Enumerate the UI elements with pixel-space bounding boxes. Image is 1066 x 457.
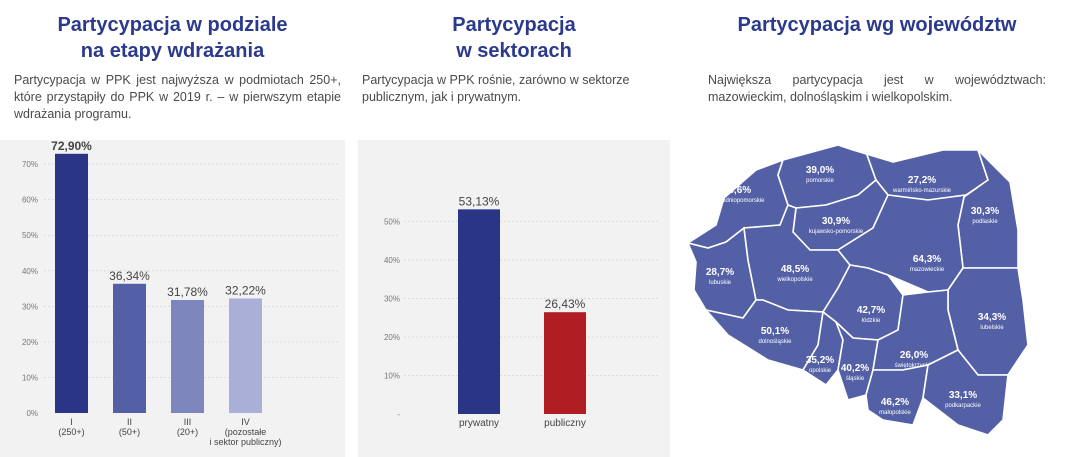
y-tick-label: 70%: [22, 160, 38, 169]
panel-description: Partycypacja w PPK rośnie, zarówno w sek…: [362, 73, 630, 104]
title-line-1: Partycypacja w podziale: [57, 14, 288, 36]
category-label: II (50+): [119, 417, 140, 437]
region-name: małopolskie: [879, 410, 911, 416]
bar: [55, 153, 88, 414]
data-label: 32,22%: [225, 283, 266, 297]
region-value: 30,9%: [822, 216, 850, 227]
y-tick-label: 10%: [384, 371, 400, 380]
region-podkarpackie: [922, 348, 1009, 436]
panel-description: Największa partycypacja jest w województ…: [708, 73, 1046, 104]
region-name: opolskie: [809, 368, 832, 374]
region-name: zachodniopomorskie: [709, 198, 765, 204]
category-label: prywatny: [459, 418, 499, 429]
title-line-2: w sektorach: [456, 40, 572, 62]
panel-sektory: Partycypacja w sektorach Partycypacja w …: [358, 0, 670, 457]
region-name: lubuskie: [709, 280, 732, 286]
category-label: publiczny: [544, 418, 586, 429]
y-tick-label: 60%: [22, 196, 38, 205]
panel-etapy: Partycypacja w podziale na etapy wdrażan…: [0, 0, 345, 457]
region-value: 64,3%: [913, 254, 941, 265]
panel-wojewodztwa: Partycypacja wg województw Największa pa…: [688, 0, 1066, 457]
data-label: 26,43%: [545, 297, 586, 311]
y-tick-label: -: [397, 410, 400, 419]
category-label: III (20+): [177, 417, 198, 437]
bar: [113, 283, 146, 413]
title-line-2: na etapy wdrażania: [80, 40, 265, 62]
data-label: 72,90%: [51, 139, 92, 153]
bar: [171, 300, 204, 413]
bar-chart-etapy: 0% 10% 20% 30% 40% 50% 60% 70% 72,90% I (250+) 36,3…: [0, 139, 345, 457]
panel-title: Partycypacja w podziale na etapy wdrażan…: [0, 12, 345, 64]
region-value: 48,5%: [781, 264, 809, 275]
region-value: 50,1%: [761, 326, 789, 337]
y-tick-label: 20%: [384, 333, 400, 342]
region-name: podkarpackie: [945, 403, 981, 409]
data-label: 53,13%: [459, 194, 500, 208]
category-label: IV (pozostałe i sektor publiczny): [209, 417, 281, 447]
region-name: dolnośląskie: [758, 339, 792, 345]
region-name: wielkopolskie: [776, 277, 813, 283]
region-value: 33,1%: [949, 390, 977, 401]
region-name: kujawsko-pomorskie: [809, 229, 864, 235]
region-value: 30,3%: [971, 206, 999, 217]
region-value: 36,6%: [723, 185, 751, 196]
y-tick-label: 50%: [22, 231, 38, 240]
y-tick-label: 30%: [384, 294, 400, 303]
region-małopolskie: [865, 363, 929, 426]
category-label: I (250+): [58, 417, 84, 437]
region-name: mazowieckie: [910, 267, 945, 273]
bar: [229, 298, 262, 413]
poland-map: 36,6% zachodniopomorskie 39,0% pomorskie 27,…: [688, 144, 1029, 436]
bar-chart-sektory: - 10% 20% 30% 40% 50% 53,13% prywatny 26,43% publ…: [358, 140, 670, 457]
y-tick-label: 40%: [384, 256, 400, 265]
panel-title: Partycypacja w sektorach: [358, 12, 670, 64]
y-tick-label: 50%: [384, 217, 400, 226]
y-tick-label: 0%: [26, 409, 38, 418]
data-label: 31,78%: [167, 285, 208, 299]
y-tick-label: 30%: [22, 302, 38, 311]
region-value: 26,0%: [900, 350, 928, 361]
y-tick-label: 20%: [22, 338, 38, 347]
title-line-1: Partycypacja: [452, 14, 576, 36]
region-value: 34,3%: [978, 312, 1006, 323]
y-tick-label: 40%: [22, 267, 38, 276]
region-name: podlaskie: [972, 219, 998, 225]
region-name: łódzkie: [862, 318, 881, 324]
region-name: śląskie: [846, 376, 865, 382]
bar: [458, 209, 500, 414]
region-name: warmińsko-mazurskie: [892, 188, 952, 194]
panel-description: Partycypacja w PPK jest najwyższa w podm…: [14, 73, 341, 121]
region-name: świętokrzyskie: [895, 363, 934, 369]
region-name: pomorskie: [806, 178, 834, 184]
panel-title: Partycypacja wg województw: [737, 14, 1017, 36]
region-name: lubelskie: [980, 325, 1004, 331]
region-value: 42,7%: [857, 305, 885, 316]
region-value: 35,2%: [806, 355, 834, 366]
region-value: 46,2%: [881, 397, 909, 408]
region-value: 28,7%: [706, 267, 734, 278]
bar: [544, 312, 586, 414]
region-value: 40,2%: [841, 363, 869, 374]
y-tick-label: 10%: [22, 373, 38, 382]
data-label: 36,34%: [109, 269, 150, 283]
region-value: 27,2%: [908, 175, 936, 186]
region-value: 39,0%: [806, 165, 834, 176]
